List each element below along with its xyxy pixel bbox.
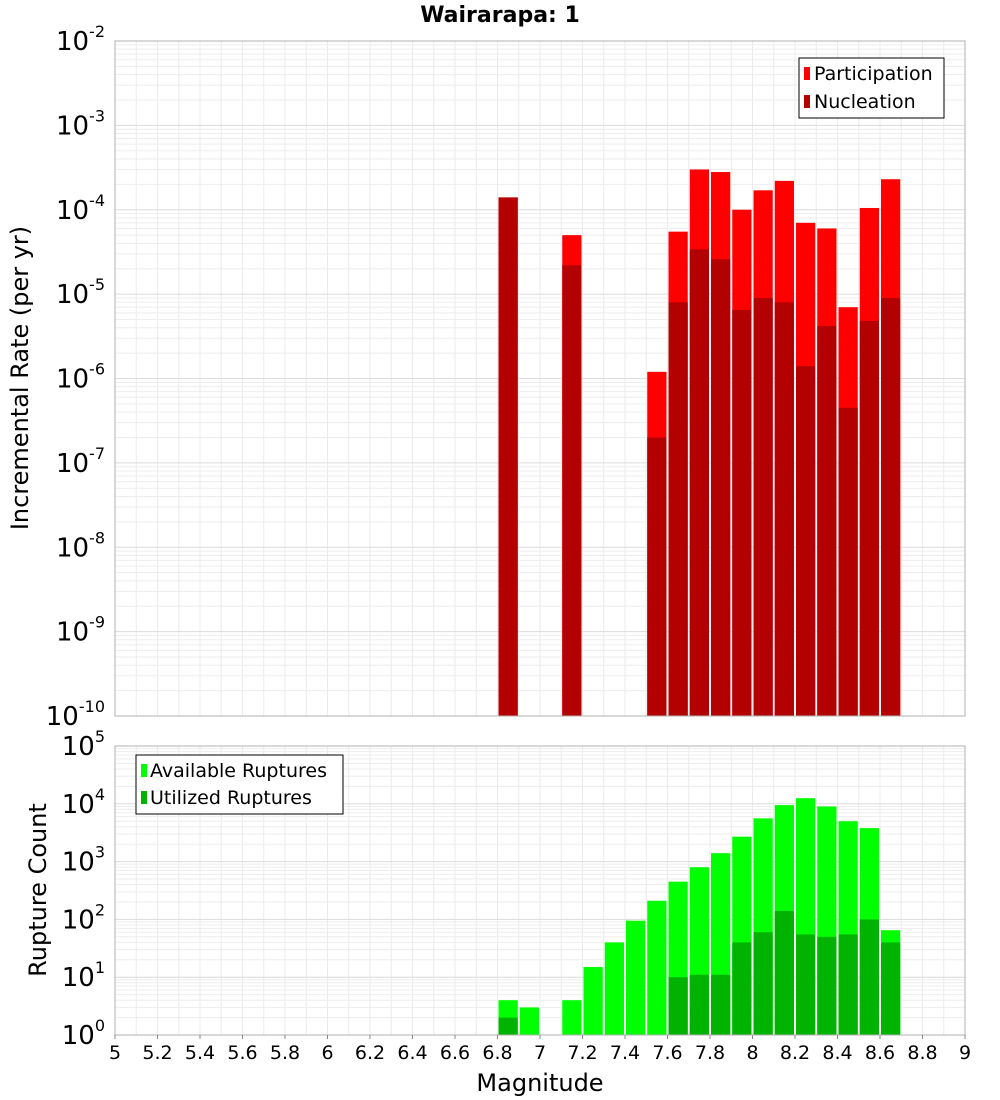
x-tick-label: 7.4 (610, 1042, 640, 1064)
x-tick-label: 5 (109, 1042, 121, 1064)
top-legend-box (798, 57, 945, 119)
bottom-panel: 100 101 102 103 104 105 5 5.2 5.4 5.6 5.8 6 6.2 6.4 6… (24, 727, 971, 1097)
bottom-legend-box (135, 754, 344, 815)
bar-nucleation (711, 259, 731, 716)
x-tick-label: 5.4 (185, 1042, 215, 1064)
bar-utilized-ruptures (817, 936, 837, 1035)
y-tick-label: 100 (62, 1016, 105, 1051)
top-grid (114, 41, 966, 717)
legend-swatch-participation (804, 67, 810, 80)
top-panel: 10-10 10-9 10-8 10-7 10-6 10-5 10-4 10-3 10-2 In… (6, 22, 966, 732)
legend-swatch-utilized (141, 791, 147, 804)
legend-swatch-available (141, 764, 147, 777)
y-tick-label: 104 (62, 785, 105, 820)
bar-nucleation (774, 302, 794, 716)
top-y-ticks: 10-10 10-9 10-8 10-7 10-6 10-5 10-4 10-3 10-2 (46, 22, 105, 732)
x-tick-label: 6.6 (440, 1042, 470, 1064)
y-tick-label: 10-5 (56, 275, 105, 310)
bar-nucleation (817, 325, 837, 716)
bar-nucleation (753, 297, 773, 716)
x-ticks: 5 5.2 5.4 5.6 5.8 6 6.2 6.4 6.6 6.8 7 7.2 7.4 7.6 7.8 8… (109, 1035, 971, 1064)
y-tick-label: 101 (62, 958, 105, 993)
legend-swatch-nucleation (804, 95, 810, 108)
bar-available-ruptures (626, 920, 646, 1035)
bar-available-ruptures (583, 967, 603, 1035)
bar-available-ruptures (604, 942, 624, 1035)
x-tick-label: 5.8 (270, 1042, 300, 1064)
bar-utilized-ruptures (881, 942, 901, 1035)
x-tick-label: 7.8 (695, 1042, 725, 1064)
y-tick-label: 10-9 (56, 613, 105, 648)
y-tick-label: 102 (62, 900, 105, 935)
y-tick-label: 105 (62, 727, 105, 762)
y-tick-label: 10-8 (56, 528, 105, 563)
bar-available-ruptures (647, 900, 667, 1035)
bar-utilized-ruptures (796, 934, 816, 1035)
y-tick-label: 10-10 (46, 697, 105, 732)
x-tick-label: 6 (321, 1042, 333, 1064)
y-tick-label: 10-6 (56, 360, 105, 395)
legend-label-available: Available Ruptures (150, 760, 327, 782)
bar-nucleation (859, 321, 879, 716)
x-tick-label: 8.2 (780, 1042, 810, 1064)
bar-nucleation (732, 309, 752, 716)
bar-nucleation (668, 302, 688, 716)
legend-label-utilized: Utilized Ruptures (150, 787, 312, 809)
y-tick-label: 10-7 (56, 444, 105, 479)
chart-title: Wairarapa: 1 (420, 3, 580, 28)
top-bars (498, 169, 901, 717)
bar-utilized-ruptures (732, 942, 752, 1035)
x-tick-label: 6.2 (355, 1042, 385, 1064)
x-tick-label: 8 (746, 1042, 758, 1064)
bar-available-ruptures (519, 1007, 539, 1035)
x-tick-label: 5.2 (142, 1042, 172, 1064)
x-tick-label: 9 (959, 1042, 971, 1064)
y-tick-label: 10-3 (56, 106, 105, 141)
bar-nucleation (647, 437, 667, 716)
x-tick-label: 8.4 (822, 1042, 852, 1064)
y-tick-label: 103 (62, 843, 105, 878)
x-tick-label: 7.2 (567, 1042, 597, 1064)
bar-utilized-ruptures (774, 910, 794, 1035)
bar-utilized-ruptures (711, 974, 731, 1035)
bar-utilized-ruptures (689, 974, 709, 1035)
bar-utilized-ruptures (838, 934, 858, 1035)
bottom-y-axis-label: Rupture Count (24, 803, 52, 977)
top-y-axis-label: Incremental Rate (per yr) (6, 226, 34, 530)
bar-nucleation (881, 297, 901, 716)
bar-nucleation (498, 197, 518, 717)
top-legend: Participation Nucleation (798, 57, 945, 119)
bar-available-ruptures (562, 1000, 582, 1035)
x-tick-label: 6.4 (397, 1042, 427, 1064)
bar-nucleation (689, 249, 709, 716)
x-tick-label: 7.6 (652, 1042, 682, 1064)
top-plot-border (114, 40, 966, 717)
y-tick-label: 10-2 (56, 22, 105, 57)
x-tick-label: 6.8 (482, 1042, 512, 1064)
x-tick-label: 8.6 (865, 1042, 895, 1064)
bar-utilized-ruptures (668, 977, 688, 1035)
y-tick-label: 10-4 (56, 191, 105, 226)
bottom-y-ticks: 100 101 102 103 104 105 (62, 727, 105, 1051)
bottom-legend: Available Ruptures Utilized Ruptures (135, 754, 344, 815)
bar-utilized-ruptures (498, 1017, 518, 1035)
x-axis-label: Magnitude (476, 1069, 603, 1097)
x-tick-label: 8.8 (907, 1042, 937, 1064)
bar-utilized-ruptures (753, 932, 773, 1035)
bar-nucleation (838, 407, 858, 716)
x-tick-label: 5.6 (227, 1042, 257, 1064)
bar-utilized-ruptures (859, 919, 879, 1035)
bar-nucleation (562, 265, 582, 716)
legend-label-nucleation: Nucleation (814, 91, 916, 113)
legend-label-participation: Participation (814, 63, 933, 85)
bottom-bars (498, 798, 901, 1035)
x-tick-label: 7 (534, 1042, 546, 1064)
bar-nucleation (796, 366, 816, 716)
